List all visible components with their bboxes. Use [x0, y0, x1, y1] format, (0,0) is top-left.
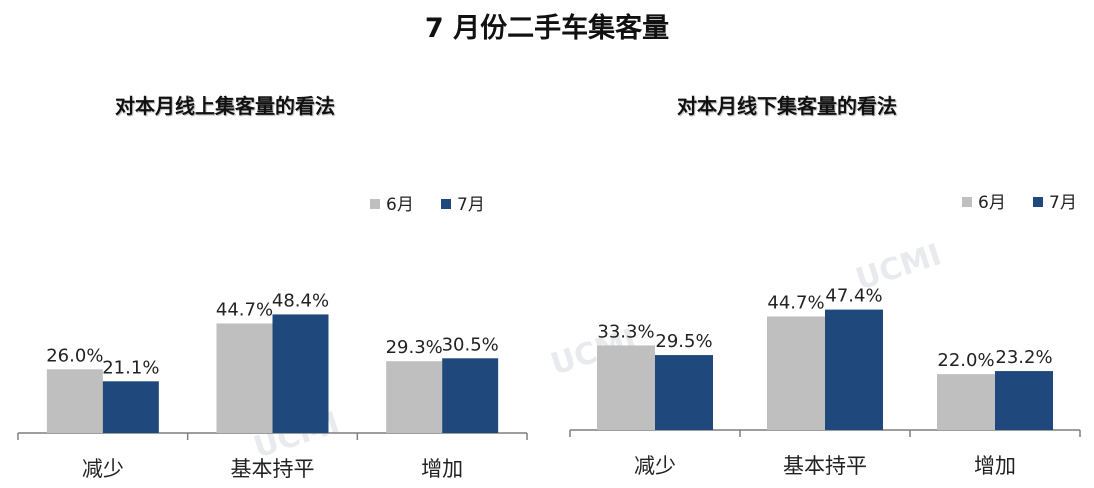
bar-june — [767, 316, 825, 430]
category-label: 增加 — [974, 454, 1016, 478]
bar-july — [102, 381, 159, 433]
left-chart-title: 对本月线上集客量的看法 — [115, 94, 335, 118]
bar-july — [442, 358, 499, 433]
data-label-june: 44.7% — [216, 299, 273, 320]
bar-june — [597, 345, 655, 430]
bar-july — [272, 314, 329, 433]
legend-label-june: 6月 — [978, 193, 1006, 213]
legend-label-june: 6月 — [386, 195, 414, 215]
legend-label-july: 7月 — [1049, 193, 1077, 213]
legend-swatch-june — [962, 197, 972, 207]
bar-july — [825, 309, 883, 430]
data-label-june: 33.3% — [597, 321, 654, 342]
data-label-june: 29.3% — [386, 337, 443, 358]
bar-june — [386, 361, 443, 433]
data-label-july: 23.2% — [995, 347, 1052, 368]
right-chart-title: 对本月线下集客量的看法 — [677, 94, 897, 118]
data-label-july: 30.5% — [442, 334, 499, 355]
category-label: 基本持平 — [231, 457, 315, 481]
bar-june — [46, 369, 103, 433]
data-label-june: 44.7% — [767, 292, 824, 313]
data-label-june: 22.0% — [937, 350, 994, 371]
data-label-july: 29.5% — [655, 331, 712, 352]
legend-label-july: 7月 — [457, 195, 485, 215]
category-label: 减少 — [634, 454, 676, 478]
legend-swatch-june — [370, 199, 380, 209]
bar-june — [216, 323, 273, 433]
category-label: 增加 — [421, 457, 463, 481]
data-label-july: 47.4% — [825, 286, 882, 307]
data-label-june: 26.0% — [46, 345, 103, 366]
category-label: 减少 — [82, 457, 124, 481]
data-label-july: 48.4% — [272, 290, 329, 311]
legend-swatch-july — [441, 199, 451, 209]
data-label-july: 21.1% — [102, 357, 159, 378]
bar-july — [655, 355, 713, 430]
category-label: 基本持平 — [783, 454, 867, 478]
legend-swatch-july — [1033, 197, 1043, 207]
bar-july — [995, 371, 1053, 430]
bar-june — [937, 374, 995, 430]
page-title: 7 月份二手车集客量 — [424, 13, 670, 44]
